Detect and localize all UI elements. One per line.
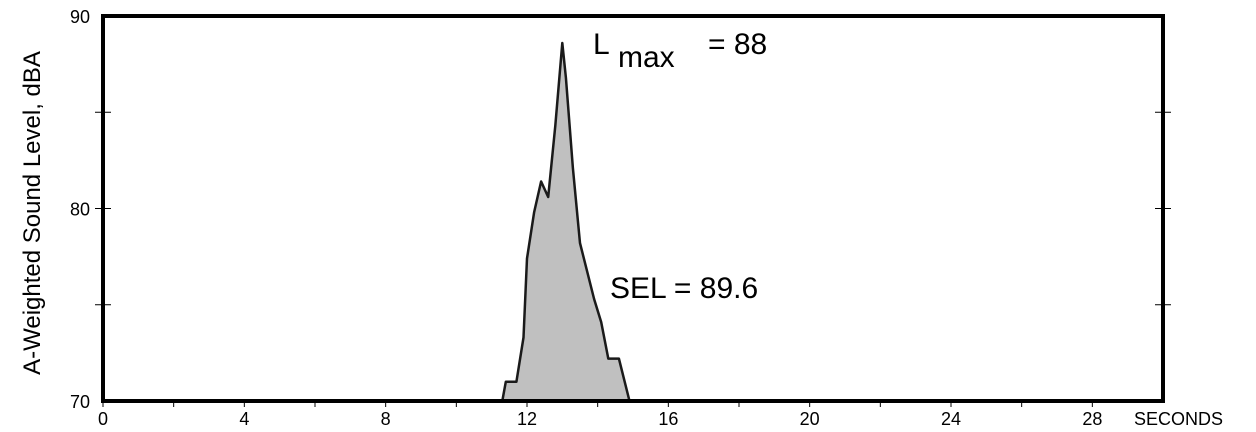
lmax-value: = 88 (708, 28, 767, 61)
x-tick-label: 28 (1082, 409, 1102, 429)
plot-frame (101, 14, 1165, 403)
y-axis-label: A-Weighted Sound Level, dBA (19, 51, 46, 375)
sel-annotation: SEL = 89.6 (610, 272, 758, 305)
x-tick-label: 16 (658, 409, 678, 429)
x-axis-label: SECONDS (1134, 409, 1223, 429)
x-tick-label: 24 (941, 409, 961, 429)
x-tick-label: 20 (800, 409, 820, 429)
y-tick-label: 70 (70, 392, 90, 412)
lmax-symbol: L (593, 28, 610, 61)
y-tick-label: 80 (70, 200, 90, 220)
x-tick-label: 8 (381, 409, 391, 429)
tick-marks (95, 111, 1171, 407)
y-tick-label: 90 (70, 7, 90, 27)
y-tick-labels: 70 80 90 (70, 7, 90, 412)
x-tick-labels: 0 4 8 12 16 20 24 28 (98, 409, 1102, 429)
x-tick-label: 0 (98, 409, 108, 429)
sound-level-line (501, 41, 631, 402)
x-tick-label: 4 (239, 409, 249, 429)
x-tick-label: 12 (517, 409, 537, 429)
lmax-subscript: max (618, 41, 675, 74)
